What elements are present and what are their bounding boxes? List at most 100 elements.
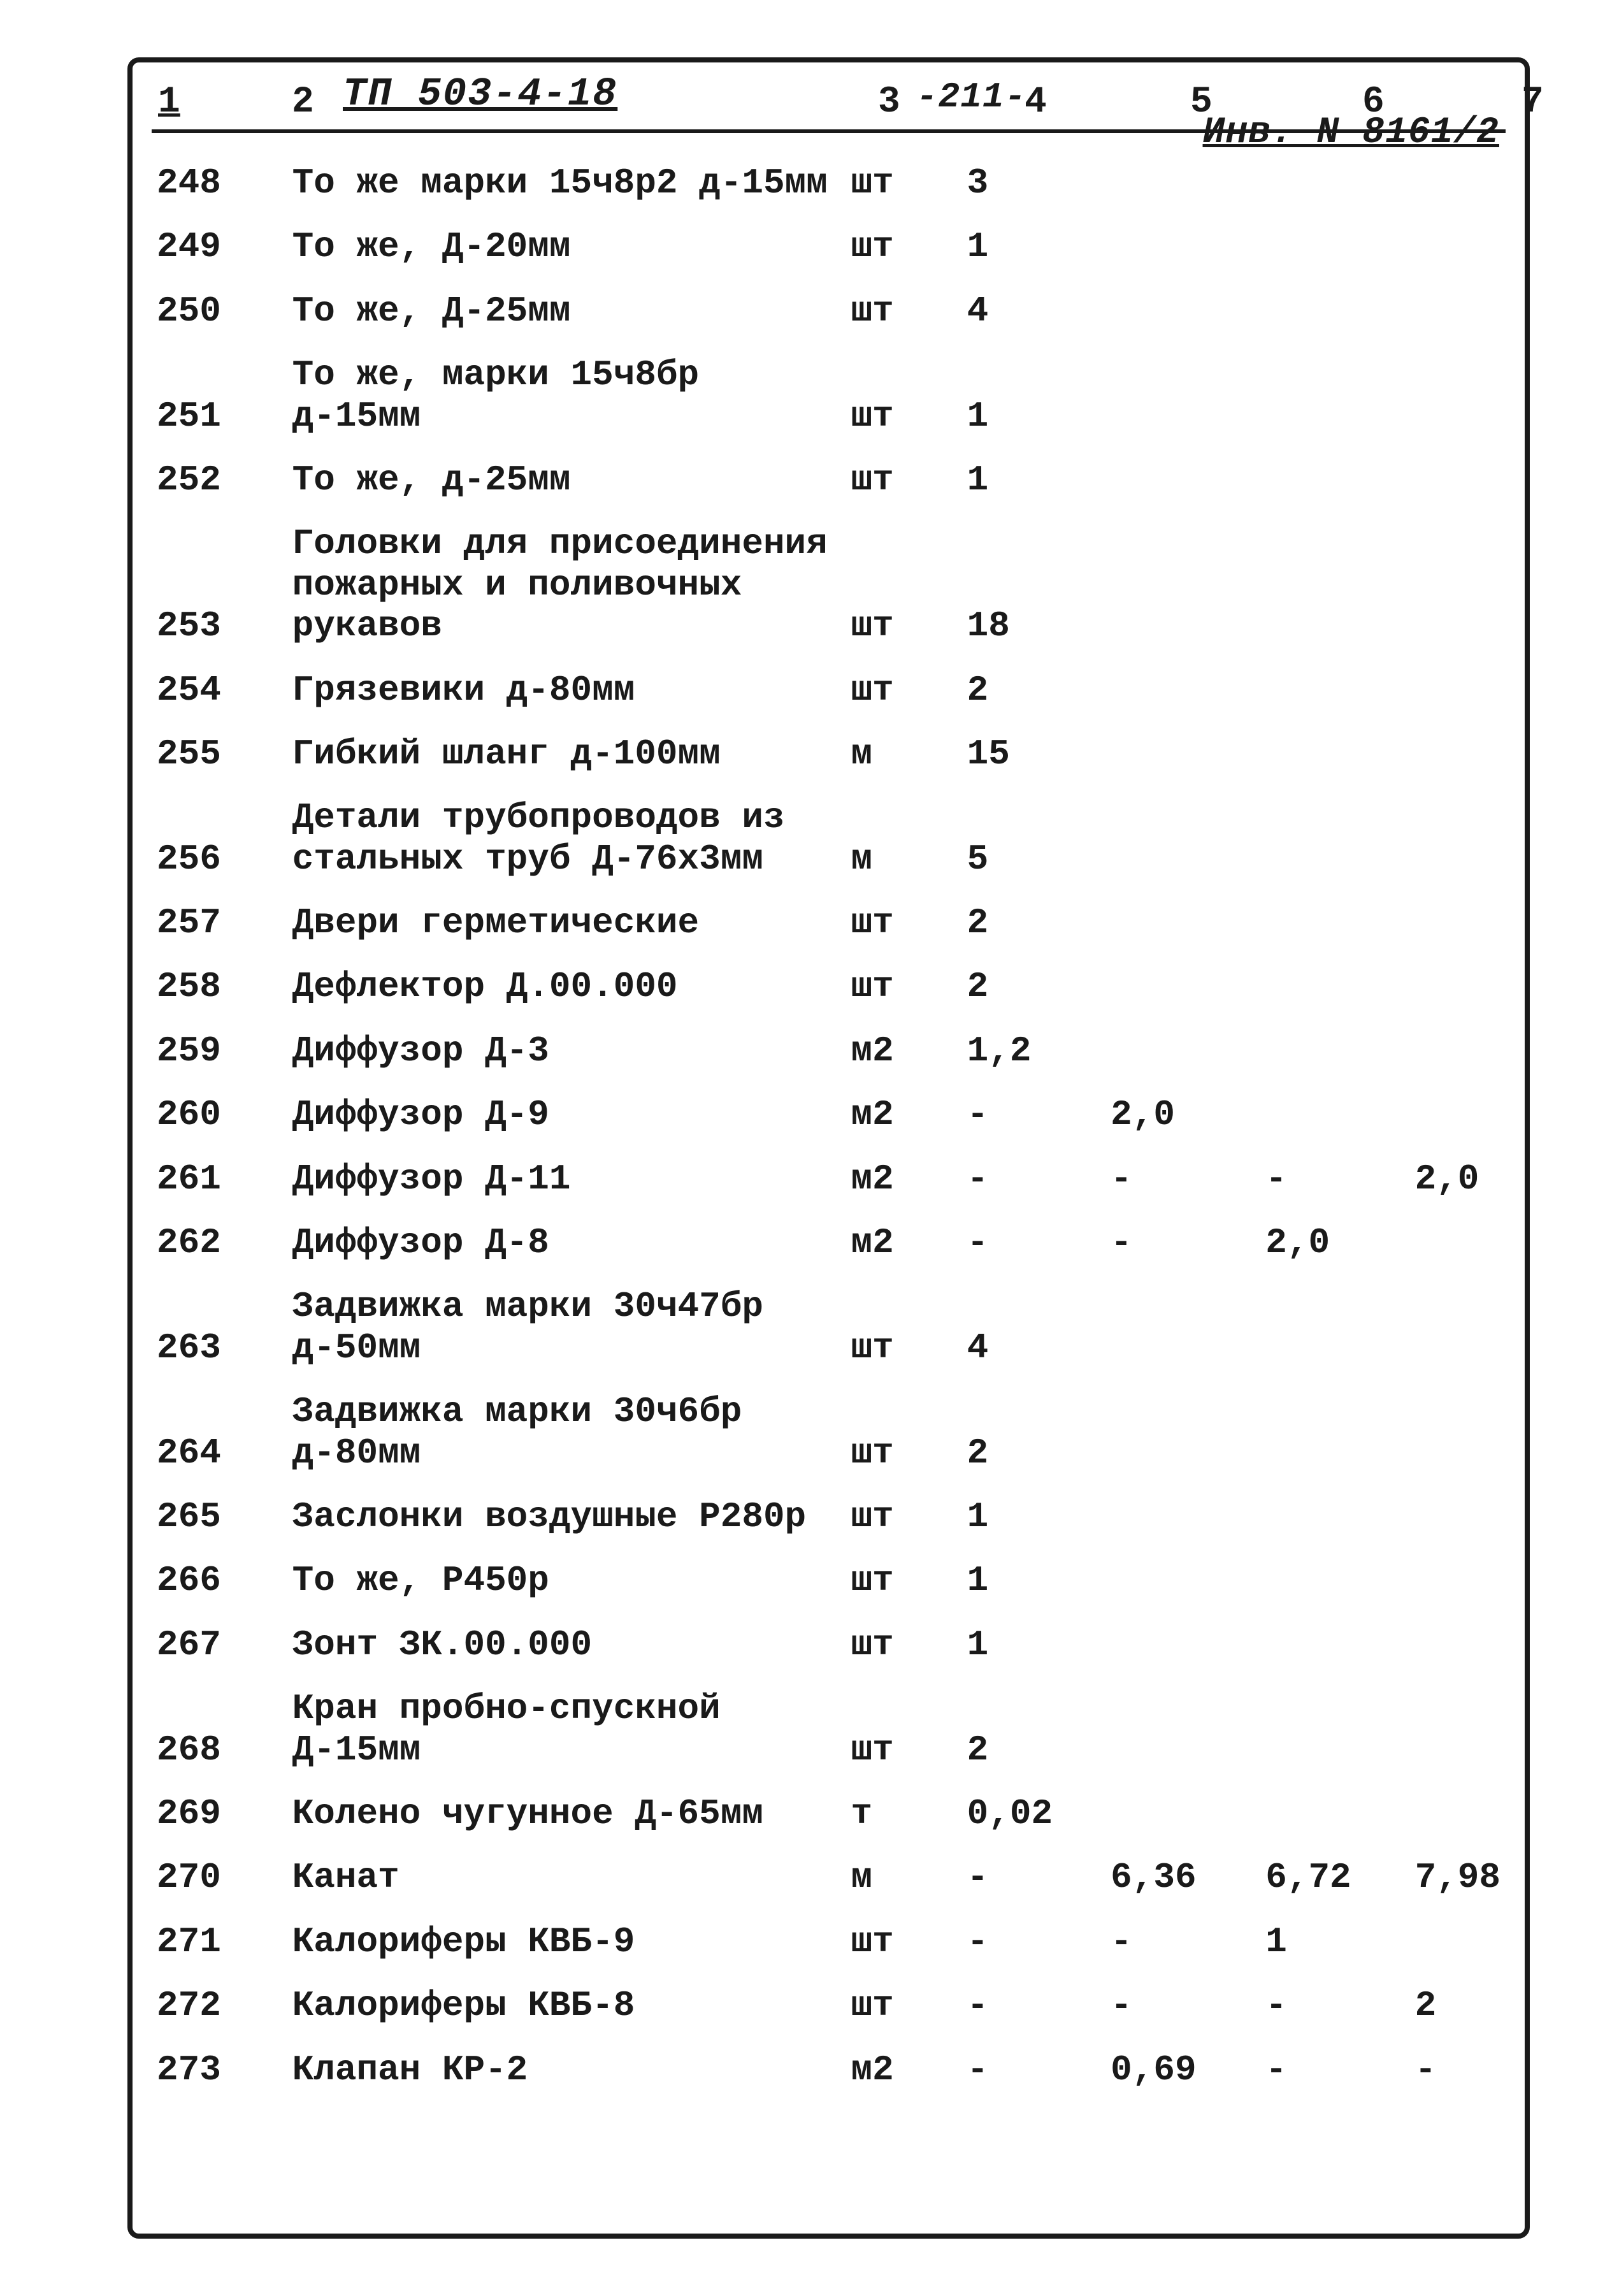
row-col4: 4: [962, 1274, 1106, 1380]
table-row: 266То же, Р450ршт1: [152, 1549, 1506, 1612]
table-row: 250То же, Д-25ммшт4: [152, 279, 1506, 343]
row-col6: [1260, 1019, 1409, 1083]
row-description: Головки для присоединения пожарных и пол…: [287, 512, 846, 658]
table-row: 252То же, д-25ммшт1: [152, 448, 1506, 512]
row-description: То же, марки 15ч8бр д-15мм: [287, 343, 846, 448]
row-col5: [1105, 1485, 1260, 1549]
row-col4: -: [962, 1974, 1106, 2037]
row-description: Калориферы КВБ-9: [287, 1910, 846, 1974]
row-col6: [1260, 1485, 1409, 1549]
page: 1 2 3 -211- 4 5 6 7 ТП 503-4-18 Инв. N 8…: [0, 0, 1619, 2296]
row-unit: шт: [845, 151, 961, 215]
row-description: Гибкий шланг д-100мм: [287, 722, 846, 786]
row-unit: шт: [845, 1274, 961, 1380]
row-col6: [1260, 1274, 1409, 1380]
table-row: 260Диффузор Д-9м2-2,0: [152, 1083, 1506, 1146]
row-col6: [1260, 1549, 1409, 1612]
row-col5: -: [1105, 1910, 1260, 1974]
row-number: 262: [152, 1211, 287, 1274]
row-number: 267: [152, 1613, 287, 1677]
row-col6: [1260, 1613, 1409, 1677]
row-col7: [1410, 722, 1506, 786]
table-frame: 1 2 3 -211- 4 5 6 7 ТП 503-4-18 Инв. N 8…: [127, 57, 1530, 2239]
row-unit: м: [845, 786, 961, 891]
row-col5: [1105, 448, 1260, 512]
row-description: Клапан КР-2: [287, 2038, 846, 2102]
row-col5: [1105, 786, 1260, 891]
table-row: 261Диффузор Д-11м2---2,0: [152, 1147, 1506, 1211]
row-col4: -: [962, 2038, 1106, 2102]
col-header-3-num: 3: [878, 82, 900, 123]
row-number: 253: [152, 512, 287, 658]
row-description: Зонт ЗК.00.000: [287, 1613, 846, 1677]
document-code: ТП 503-4-18: [343, 71, 617, 117]
row-col7: [1410, 1549, 1506, 1612]
row-col4: 1: [962, 1485, 1106, 1549]
row-col7: [1410, 151, 1506, 215]
row-col4: -: [962, 1147, 1106, 1211]
table-row: 270Канатм-6,366,727,98: [152, 1845, 1506, 1909]
row-col5: [1105, 891, 1260, 955]
row-col7: [1410, 215, 1506, 278]
table-row: 256Детали трубопроводов из стальных труб…: [152, 786, 1506, 891]
row-col4: 1: [962, 1613, 1106, 1677]
row-col6: [1260, 512, 1409, 658]
row-description: Двери герметические: [287, 891, 846, 955]
col-header-7: 7: [1522, 82, 1544, 123]
row-col7: [1410, 1083, 1506, 1146]
table-row: 262Диффузор Д-8м2--2,0: [152, 1211, 1506, 1274]
row-unit: шт: [845, 343, 961, 448]
row-col7: [1410, 1211, 1506, 1274]
col-header-3: 3 -211-: [878, 82, 1025, 123]
table-row: 268Кран пробно-спускной Д-15ммшт2: [152, 1677, 1506, 1782]
row-col6: [1260, 658, 1409, 722]
row-col7: [1410, 1380, 1506, 1485]
row-col5: -: [1105, 1974, 1260, 2037]
data-table: 248То же марки 15ч8р2 д-15ммшт3249То же,…: [152, 151, 1506, 2102]
row-description: Дефлектор Д.00.000: [287, 955, 846, 1018]
row-col7: 2: [1410, 1974, 1506, 2037]
table-row: 271Калориферы КВБ-9шт--1: [152, 1910, 1506, 1974]
row-description: То же марки 15ч8р2 д-15мм: [287, 151, 846, 215]
row-unit: м2: [845, 1147, 961, 1211]
row-description: Задвижка марки 30ч47бр д-50мм: [287, 1274, 846, 1380]
row-unit: шт: [845, 1549, 961, 1612]
row-description: То же, Д-20мм: [287, 215, 846, 278]
row-description: Канат: [287, 1845, 846, 1909]
row-col7: [1410, 1910, 1506, 1974]
row-col4: 1: [962, 1549, 1106, 1612]
row-col5: [1105, 1549, 1260, 1612]
row-col6: -: [1260, 1974, 1409, 2037]
row-description: Заслонки воздушные Р280р: [287, 1485, 846, 1549]
row-col6: 1: [1260, 1910, 1409, 1974]
row-col4: 2: [962, 1380, 1106, 1485]
row-col6: [1260, 343, 1409, 448]
row-col7: 2,0: [1410, 1147, 1506, 1211]
row-description: То же, д-25мм: [287, 448, 846, 512]
table-row: 265Заслонки воздушные Р280ршт1: [152, 1485, 1506, 1549]
row-unit: шт: [845, 1910, 961, 1974]
table-row: 264Задвижка марки 30ч6бр д-80ммшт2: [152, 1380, 1506, 1485]
row-col6: 2,0: [1260, 1211, 1409, 1274]
row-unit: м2: [845, 1019, 961, 1083]
row-number: 254: [152, 658, 287, 722]
row-col6: [1260, 1083, 1409, 1146]
row-unit: шт: [845, 1677, 961, 1782]
row-number: 252: [152, 448, 287, 512]
row-col5: [1105, 512, 1260, 658]
row-col7: [1410, 448, 1506, 512]
row-col4: 1,2: [962, 1019, 1106, 1083]
row-col4: 2: [962, 658, 1106, 722]
row-col6: [1260, 786, 1409, 891]
row-number: 261: [152, 1147, 287, 1211]
row-col6: -: [1260, 2038, 1409, 2102]
row-number: 272: [152, 1974, 287, 2037]
row-number: 248: [152, 151, 287, 215]
table-row: 253Головки для присоединения пожарных и …: [152, 512, 1506, 658]
row-col7: 7,98: [1410, 1845, 1506, 1909]
row-col6: [1260, 1782, 1409, 1845]
table-row: 272Калориферы КВБ-8шт---2: [152, 1974, 1506, 2037]
row-col5: [1105, 151, 1260, 215]
row-number: 257: [152, 891, 287, 955]
row-col7: [1410, 786, 1506, 891]
